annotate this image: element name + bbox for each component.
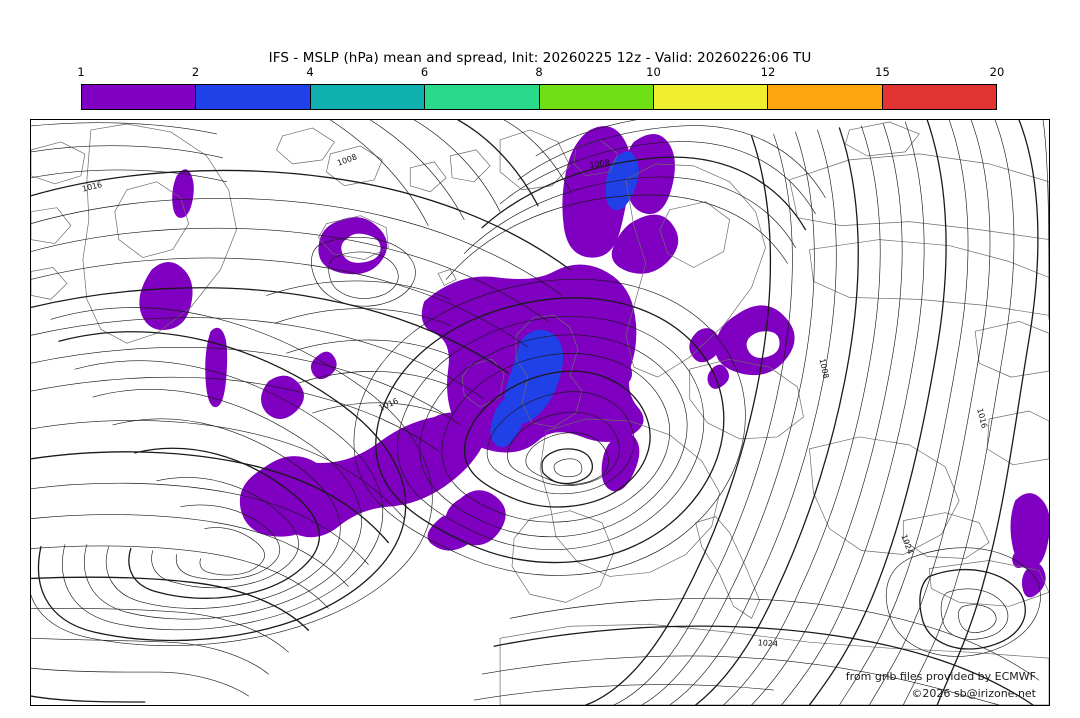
colorbar-segment bbox=[310, 85, 426, 109]
colorbar-segment bbox=[539, 85, 654, 109]
spread-patch-main bbox=[625, 133, 675, 215]
copyright-credit: ©2026 sb@irizone.net bbox=[911, 687, 1036, 700]
spread-shading-layer bbox=[139, 126, 1049, 598]
colorbar-tick-label: 6 bbox=[420, 65, 429, 79]
contour-layer bbox=[31, 120, 1049, 705]
spread-patch-main bbox=[611, 214, 679, 274]
spread-patch bbox=[689, 328, 722, 363]
colorbar-segment bbox=[196, 85, 311, 109]
colorbar-segment bbox=[425, 85, 540, 109]
contour-label: 1008 bbox=[817, 358, 830, 380]
spread-patch-blue bbox=[504, 329, 564, 424]
colorbar-tick-label: 20 bbox=[989, 65, 1005, 79]
colorbar-tick-label: 1 bbox=[77, 65, 85, 79]
map-svg: 1008 1016 1008 1016 1024 1024 1008 1016 bbox=[31, 120, 1049, 705]
spread-patch bbox=[310, 351, 337, 380]
contour-label: 1024 bbox=[757, 638, 778, 648]
page-title: IFS - MSLP (hPa) mean and spread, Init: … bbox=[268, 50, 812, 66]
colorbar-segment bbox=[882, 85, 996, 109]
spread-patch bbox=[1012, 547, 1030, 569]
contour-label: 1008 bbox=[589, 158, 610, 170]
spread-patch bbox=[172, 169, 194, 218]
coastline-layer bbox=[31, 121, 1049, 705]
contour-label: 1008 bbox=[336, 152, 358, 167]
colorbar-segment bbox=[82, 85, 197, 109]
colorbar-segment bbox=[768, 85, 883, 109]
map-canvas[interactable]: 1008 1016 1008 1016 1024 1024 1008 1016 bbox=[30, 119, 1050, 706]
contour-label: 1016 bbox=[377, 396, 399, 412]
contour-label: 1016 bbox=[81, 180, 103, 194]
colorbar-tick-label: 10 bbox=[646, 65, 661, 79]
colorbar-tick-label: 12 bbox=[760, 65, 776, 79]
colorbar-tick-label: 8 bbox=[535, 65, 543, 79]
source-credit: from grib files provided by ECMWF bbox=[845, 670, 1036, 683]
colorbar-segment bbox=[653, 85, 769, 109]
contour-label: 1016 bbox=[975, 407, 989, 429]
spread-patch bbox=[205, 327, 228, 408]
spread-patch bbox=[261, 375, 305, 420]
contour-label: 1024 bbox=[899, 533, 914, 555]
spread-patch bbox=[139, 261, 193, 331]
colorbar-strip bbox=[81, 84, 997, 110]
spread-patch-blue bbox=[490, 397, 525, 448]
spread-patch bbox=[715, 305, 795, 376]
colorbar: 1 2 4 6 8 10 12 15 20 bbox=[77, 65, 1004, 110]
colorbar-tick-label: 15 bbox=[875, 65, 890, 79]
spread-patch bbox=[1021, 563, 1046, 598]
spread-patch bbox=[601, 432, 640, 492]
colorbar-tick-label: 2 bbox=[191, 65, 200, 79]
spread-patch-tail bbox=[239, 456, 332, 537]
spread-patch-main bbox=[562, 126, 631, 258]
colorbar-tick-label: 4 bbox=[306, 65, 314, 79]
spread-patch bbox=[318, 217, 388, 275]
